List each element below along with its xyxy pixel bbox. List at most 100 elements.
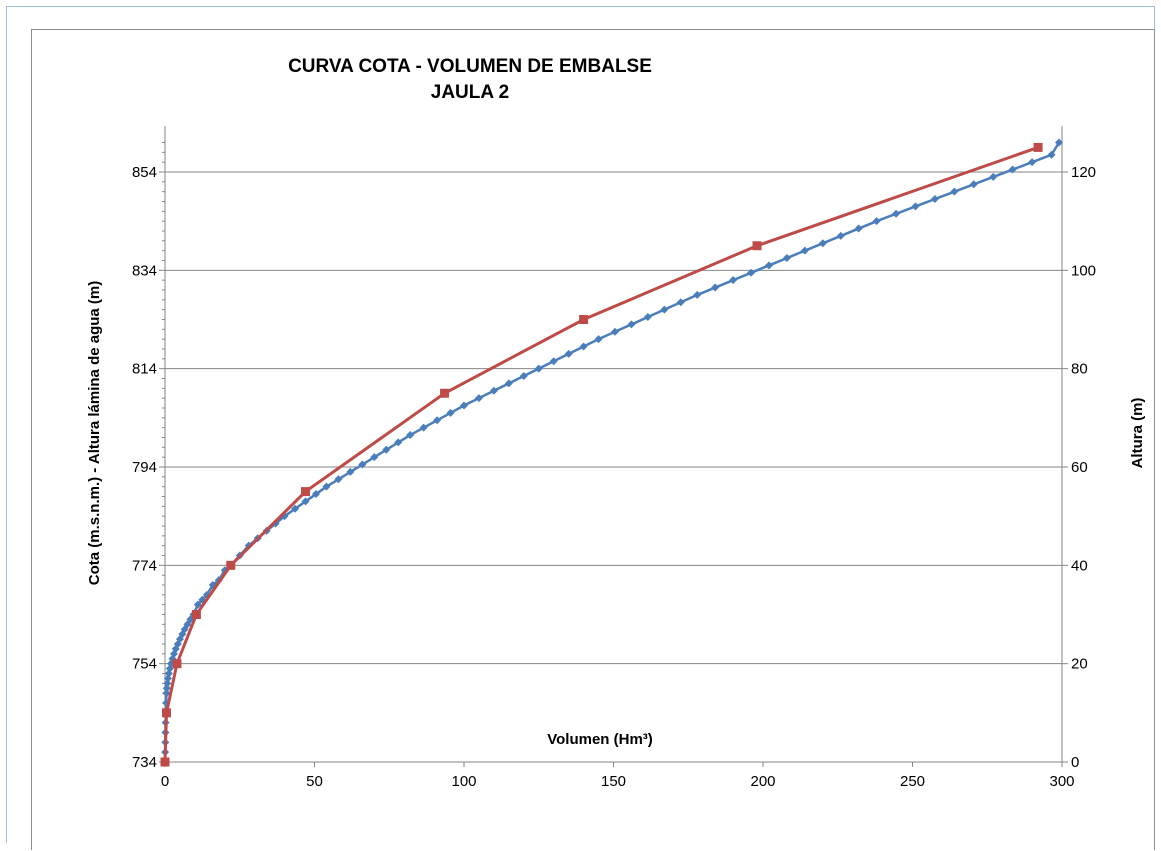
- y-tick-label: 734: [132, 754, 157, 771]
- series-1-point: [1055, 138, 1064, 147]
- y2-tick-label: 20: [1071, 656, 1088, 673]
- series-1-point: [854, 224, 863, 233]
- series-2-line: [163, 146, 1039, 763]
- series-1-point: [911, 202, 920, 211]
- y-tick-label: 794: [132, 459, 157, 476]
- series-1-point: [474, 394, 483, 403]
- series-1-point: [643, 313, 652, 322]
- series-1-point: [836, 231, 845, 240]
- series-1-point: [358, 460, 367, 469]
- series-1-point: [534, 364, 543, 373]
- series-1-point: [892, 209, 901, 218]
- series-1-point: [489, 386, 498, 395]
- series-1-point: [1047, 150, 1056, 159]
- x-tick-label: 50: [306, 773, 323, 790]
- x-tick-label: 200: [750, 773, 775, 790]
- series-2-point: [440, 388, 450, 398]
- series-1-point: [280, 512, 289, 521]
- series-1-point: [406, 431, 415, 440]
- chart-subtitle: JAULA 2: [431, 82, 509, 103]
- series-1-point: [969, 180, 978, 189]
- series-1-point: [950, 187, 959, 196]
- series-1-point: [711, 283, 720, 292]
- y2-axis-label: Altura (m): [1129, 398, 1146, 469]
- series-1-point: [460, 401, 468, 410]
- series-2-point: [160, 757, 170, 767]
- series-1-line: [163, 141, 1061, 763]
- series-2-point: [301, 487, 311, 497]
- series-1-point: [193, 600, 202, 609]
- series-1-point: [676, 298, 685, 307]
- series-2-point: [161, 708, 171, 718]
- series-1-point: [322, 482, 331, 491]
- y-tick-label: 814: [132, 361, 157, 378]
- series-1-point: [162, 684, 171, 693]
- series-1-point: [594, 335, 603, 344]
- y-tick-label: 854: [132, 164, 157, 181]
- series-2-point: [226, 560, 236, 570]
- series-1-point: [1008, 165, 1017, 174]
- y2-tick-label: 40: [1071, 557, 1088, 574]
- series-1-point: [163, 674, 172, 683]
- series-1-point: [370, 453, 379, 462]
- series-1-point: [989, 172, 998, 181]
- series-1-point: [579, 342, 588, 351]
- x-tick-label: 250: [900, 773, 925, 790]
- x-axis-label: Volumen (Hm³): [547, 731, 653, 748]
- series-2-point: [191, 610, 201, 619]
- series-1-point: [394, 438, 403, 447]
- series-1-point: [433, 416, 442, 425]
- series-1-point: [729, 276, 738, 285]
- x-tick-label: 100: [451, 773, 476, 790]
- series-1-point: [419, 423, 428, 432]
- series-1-point: [311, 490, 320, 499]
- y-tick-label: 754: [132, 656, 157, 673]
- x-tick-label: 0: [161, 773, 169, 790]
- series-1-point: [564, 349, 573, 358]
- series-1-point: [800, 246, 809, 255]
- series-1-point: [382, 445, 391, 454]
- series-2-point: [172, 659, 182, 669]
- series-1-point: [610, 327, 619, 336]
- series-1-point: [1028, 158, 1037, 167]
- series-1-point: [301, 497, 310, 506]
- axes: [159, 126, 1068, 767]
- series-1-point: [747, 268, 756, 277]
- series-1-point: [519, 372, 528, 381]
- series-1-point: [163, 679, 172, 688]
- series-2-point: [1033, 142, 1043, 152]
- series-2-point: [579, 315, 589, 324]
- series-1-point: [764, 261, 773, 270]
- chart-area: 734 754 774 794 814 834 854 0 20 40 60 80 100 120 0 50 1…: [31, 29, 1155, 850]
- series-1-point: [693, 290, 702, 299]
- series-1-point: [271, 519, 280, 528]
- series-1-point: [930, 195, 939, 204]
- series-1-point: [162, 689, 171, 698]
- tick-labels: 734 754 774 794 814 834 854 0 20 40 60 80 100 120 0 50 1…: [132, 164, 1096, 790]
- chart-frame: 734 754 774 794 814 834 854 0 20 40 60 80 100 120 0 50 1…: [6, 6, 1155, 850]
- y2-tick-label: 0: [1071, 754, 1079, 771]
- y2-tick-label: 120: [1071, 164, 1096, 181]
- series-1-point: [291, 504, 300, 513]
- x-tick-label: 300: [1049, 773, 1074, 790]
- y-tick-label: 774: [132, 557, 157, 574]
- series-1-point: [872, 217, 881, 226]
- series-group: [160, 138, 1064, 767]
- series-1-point: [164, 669, 173, 678]
- series-1-point: [627, 320, 636, 329]
- gridlines: [165, 171, 1062, 665]
- chart-svg: 734 754 774 794 814 834 854 0 20 40 60 80 100 120 0 50 1…: [86, 56, 1146, 790]
- y-tick-label: 834: [132, 262, 157, 279]
- series-1-point: [346, 467, 355, 476]
- x-tick-label: 150: [601, 773, 626, 790]
- series-1-point: [549, 357, 558, 366]
- series-1-point: [446, 408, 455, 417]
- y2-tick-label: 80: [1071, 361, 1088, 378]
- series-1-point: [818, 239, 827, 248]
- series-1-point: [334, 475, 343, 484]
- series-1-point: [504, 379, 513, 388]
- y2-tick-label: 100: [1071, 262, 1096, 279]
- series-1-point: [660, 305, 669, 314]
- series-1-point: [782, 254, 791, 263]
- y-axis-label: Cota (m.s.n.m.) - Altura lámina de agua …: [86, 281, 103, 585]
